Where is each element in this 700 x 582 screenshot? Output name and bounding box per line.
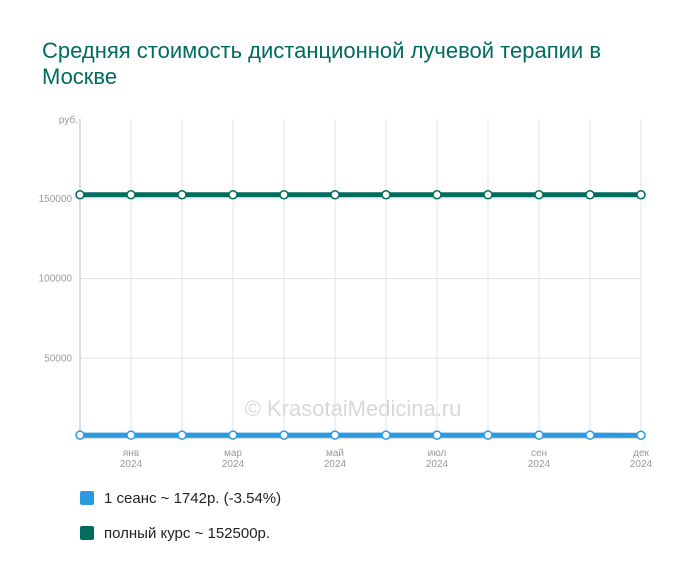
grid-layer [79, 119, 642, 438]
series-point-0[interactable] [228, 430, 238, 440]
series-point-1[interactable] [177, 190, 187, 200]
series-point-0[interactable] [279, 430, 289, 440]
series-point-1[interactable] [330, 190, 340, 200]
x-tick-label-year: 2024 [630, 459, 653, 470]
y-tick-label: 100000 [39, 274, 73, 285]
x-tick-label-year: 2024 [120, 459, 143, 470]
series-layer [75, 190, 646, 440]
series-point-1[interactable] [483, 190, 493, 200]
legend-item-full-course[interactable]: полный курс ~ 152500р. [80, 523, 281, 543]
series-point-0[interactable] [432, 430, 442, 440]
y-tick-label: 150000 [39, 194, 73, 205]
legend: 1 сеанс ~ 1742р. (-3.54%) полный курс ~ … [80, 488, 281, 558]
legend-label-full-course: полный курс ~ 152500р. [104, 524, 271, 542]
legend-swatch-full-course [80, 526, 94, 540]
x-tick-label-year: 2024 [528, 459, 551, 470]
legend-label-single-session: 1 сеанс ~ 1742р. (-3.54%) [104, 489, 282, 507]
x-tick-label-month: янв [123, 448, 139, 459]
series-point-0[interactable] [330, 430, 340, 440]
watermark-text: © KrasotaiMedicina.ru [245, 396, 462, 421]
series-point-0[interactable] [636, 430, 646, 440]
y-tick-label: 50000 [44, 353, 72, 364]
x-tick-label-year: 2024 [426, 459, 449, 470]
x-tick-label-month: май [326, 448, 344, 459]
series-point-1[interactable] [585, 190, 595, 200]
series-point-1[interactable] [534, 190, 544, 200]
series-point-1[interactable] [75, 190, 85, 200]
chart-title: Средняя стоимость дистанционной лучевой … [42, 38, 602, 89]
y-axis-unit-label: руб. [59, 114, 78, 126]
x-tick-label-month: дек [633, 448, 649, 459]
series-point-1[interactable] [228, 190, 238, 200]
x-tick-label-month: сен [531, 448, 547, 459]
series-point-0[interactable] [381, 430, 391, 440]
series-point-0[interactable] [177, 430, 187, 440]
series-point-0[interactable] [585, 430, 595, 440]
x-tick-label-year: 2024 [222, 459, 245, 470]
axis-layer: 50000100000150000руб.янв2024мар2024май20… [39, 114, 653, 470]
legend-item-single-session[interactable]: 1 сеанс ~ 1742р. (-3.54%) [80, 488, 281, 508]
series-point-0[interactable] [75, 430, 85, 440]
series-point-1[interactable] [279, 190, 289, 200]
series-point-1[interactable] [126, 190, 136, 200]
x-tick-label-month: мар [224, 448, 242, 459]
series-point-1[interactable] [381, 190, 391, 200]
series-point-0[interactable] [483, 430, 493, 440]
series-point-1[interactable] [636, 190, 646, 200]
series-point-0[interactable] [534, 430, 544, 440]
x-tick-label-month: июл [428, 448, 447, 459]
x-tick-label-year: 2024 [324, 459, 347, 470]
series-point-1[interactable] [432, 190, 442, 200]
series-point-0[interactable] [126, 430, 136, 440]
legend-swatch-single-session [80, 491, 94, 505]
